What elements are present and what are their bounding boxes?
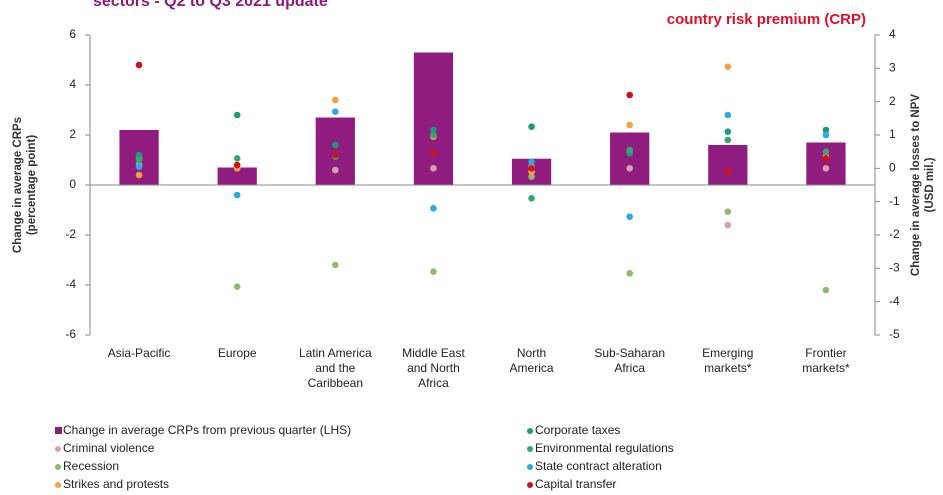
dot (233, 283, 241, 290)
dot (233, 191, 241, 199)
dot (528, 158, 535, 165)
dot (135, 163, 143, 170)
dot (626, 146, 633, 154)
legend-label: Environmental regulations (535, 441, 674, 455)
chart-subtitle: country risk premium (CRP) (667, 11, 866, 28)
legend-swatch (527, 482, 533, 488)
y-axis-label-line: (percentage point) (26, 135, 38, 235)
legend-label: State contract alteration (535, 459, 662, 473)
dot (528, 173, 535, 180)
x-tick-label: Europe (218, 346, 257, 360)
dot (332, 108, 339, 115)
legend-swatch (527, 446, 533, 452)
dot (724, 168, 732, 175)
dot (724, 63, 732, 70)
y-tick-label: 2 (69, 127, 76, 141)
y2-tick-label: -5 (889, 327, 900, 341)
dot (332, 166, 339, 174)
y2-tick-label: -3 (889, 261, 900, 275)
dot (724, 111, 732, 119)
x-tick-label: Latin America and the Caribbean (299, 346, 372, 390)
x-tick-label: Middle East and North Africa (402, 346, 465, 390)
dot (822, 148, 830, 155)
legend-label: Capital transfer (535, 477, 616, 491)
dot (430, 131, 437, 139)
y-tick-label: 6 (69, 27, 76, 41)
legend-swatch (55, 446, 61, 452)
y2-tick-label: -2 (889, 227, 900, 241)
dot (822, 165, 830, 172)
bar (315, 117, 355, 185)
legend-swatch (527, 464, 533, 470)
dot (135, 61, 143, 69)
legend-swatch (55, 464, 61, 470)
dot (233, 161, 241, 169)
legend-label: Corporate taxes (535, 423, 620, 437)
y2-axis-label-line: Change in average losses to NPV (910, 94, 922, 276)
chart-title: sectors - Q2 to Q3 2021 update (93, 0, 328, 10)
dot (430, 126, 437, 134)
y-tick-label: -6 (65, 327, 76, 341)
dot (724, 221, 732, 229)
dot (332, 141, 339, 149)
dot (135, 151, 143, 159)
legend-label: Criminal violence (63, 441, 155, 455)
dot (724, 128, 732, 135)
x-tick-label: Emerging markets* (702, 346, 753, 375)
legend-swatch (527, 428, 533, 434)
x-tick-label: North America (510, 346, 554, 375)
dot (626, 121, 633, 129)
dot (430, 205, 437, 212)
legend-swatch (55, 427, 62, 434)
dot (430, 165, 437, 172)
dot (233, 111, 241, 119)
dot (332, 261, 339, 269)
legend-label: Strikes and protests (63, 477, 169, 491)
dot (626, 270, 633, 277)
dot (233, 155, 241, 162)
dot (332, 96, 339, 104)
dot (822, 286, 830, 294)
y2-tick-label: 1 (889, 127, 896, 141)
dot (626, 91, 633, 99)
y2-tick-label: -4 (889, 294, 900, 308)
dot (822, 126, 830, 134)
dot (626, 165, 633, 172)
dot (822, 155, 830, 162)
dot (528, 195, 535, 202)
y2-tick-label: 3 (889, 61, 896, 75)
y-axis-label-line: Change in average CRPs (12, 117, 24, 253)
x-tick-label: Frontier markets* (802, 346, 850, 375)
dot (135, 171, 143, 179)
legend-label: Change in average CRPs from previous qua… (63, 423, 351, 437)
legend-label: Recession (63, 459, 119, 473)
y2-tick-label: 4 (889, 27, 896, 41)
dot (724, 136, 732, 144)
x-tick-label: Asia-Pacific (108, 346, 171, 360)
y2-axis-label-line: (USD mil.) (924, 157, 936, 212)
bar (413, 52, 454, 185)
dot (430, 150, 437, 157)
x-tick-label: Sub-Saharan Africa (594, 346, 665, 375)
y2-tick-label: 0 (889, 161, 896, 175)
dot (822, 131, 830, 139)
dot (332, 151, 339, 159)
legend-swatch (55, 482, 61, 488)
y-tick-label: -2 (65, 227, 76, 241)
bar (217, 167, 257, 185)
y-tick-label: 4 (69, 77, 76, 91)
bar (708, 145, 748, 185)
dot (135, 156, 143, 164)
dot (430, 268, 437, 275)
dot (724, 208, 732, 215)
y2-tick-label: 2 (889, 94, 896, 108)
dot (528, 165, 535, 172)
dot (528, 123, 535, 130)
y-tick-label: 0 (69, 177, 76, 191)
y-tick-label: -4 (65, 277, 76, 291)
bar (610, 132, 650, 185)
y2-tick-label: -1 (889, 194, 900, 208)
dot (626, 213, 633, 220)
